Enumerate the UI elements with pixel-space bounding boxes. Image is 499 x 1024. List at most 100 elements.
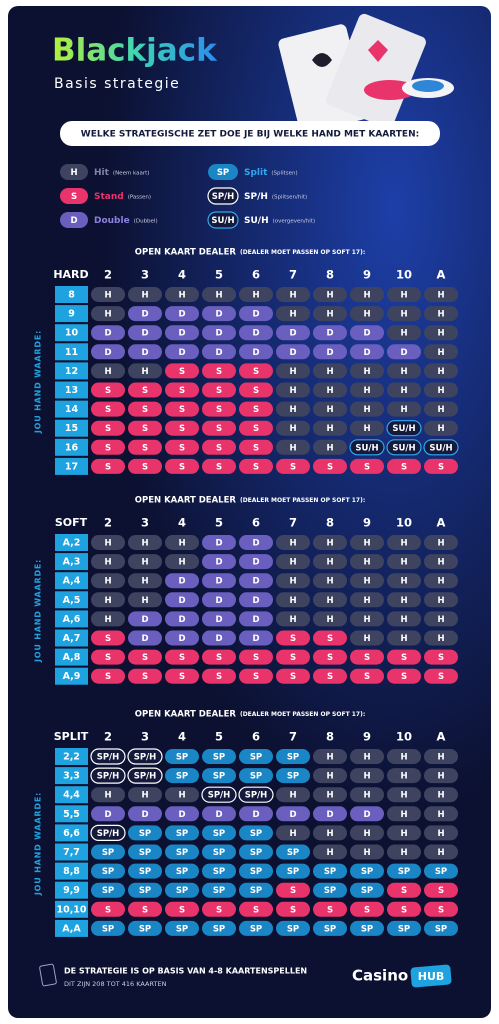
cell: H bbox=[437, 539, 444, 549]
cell-bg bbox=[387, 749, 421, 764]
cell: SP bbox=[176, 924, 188, 934]
cell-bg bbox=[128, 344, 162, 360]
cell: S bbox=[216, 367, 222, 377]
cell: H bbox=[363, 539, 370, 549]
cell: S bbox=[142, 653, 148, 663]
cell: H bbox=[363, 848, 370, 858]
cell: SP bbox=[139, 867, 151, 877]
column-label: 6 bbox=[252, 730, 260, 744]
cell: S bbox=[216, 905, 222, 915]
cell-bg bbox=[91, 573, 125, 589]
cell-bg bbox=[128, 363, 162, 379]
cell-bg bbox=[350, 630, 384, 646]
cell: H bbox=[400, 753, 407, 763]
cell: H bbox=[437, 291, 444, 301]
cell-bg bbox=[313, 668, 347, 684]
cell: H bbox=[400, 310, 407, 320]
column-label: 7 bbox=[289, 516, 297, 530]
cell-bg bbox=[238, 786, 274, 803]
cell: SP/H bbox=[245, 791, 268, 801]
cell: H bbox=[141, 596, 148, 606]
cell-bg bbox=[202, 382, 236, 398]
row-label-bg bbox=[55, 343, 88, 361]
column-label: 8 bbox=[326, 730, 334, 744]
cell: S bbox=[290, 905, 296, 915]
cell: SP bbox=[102, 886, 114, 896]
cell: H bbox=[326, 596, 333, 606]
cell: H bbox=[141, 539, 148, 549]
cell: SP bbox=[213, 848, 225, 858]
row-label: A,4 bbox=[63, 576, 81, 587]
cell: SP bbox=[176, 829, 188, 839]
cell: H bbox=[400, 791, 407, 801]
cell-bg bbox=[276, 344, 310, 360]
cell: H bbox=[178, 539, 185, 549]
cell: H bbox=[363, 291, 370, 301]
cell: SP bbox=[213, 772, 225, 782]
cell-bg bbox=[387, 535, 421, 550]
cell-bg bbox=[165, 363, 199, 379]
cell: S bbox=[253, 367, 259, 377]
cell: H bbox=[326, 791, 333, 801]
cell: S bbox=[438, 672, 444, 682]
cell-bg bbox=[165, 554, 199, 570]
cell-bg bbox=[165, 401, 199, 417]
cell-bg bbox=[387, 611, 421, 627]
cell: H bbox=[437, 829, 444, 839]
cell-bg bbox=[276, 901, 310, 917]
cell-bg bbox=[165, 325, 199, 341]
cell-bg bbox=[128, 649, 162, 665]
cell: SP bbox=[102, 848, 114, 858]
cell: D bbox=[252, 348, 259, 358]
cell: S bbox=[327, 672, 333, 682]
cell: H bbox=[363, 615, 370, 625]
cell-bg bbox=[202, 439, 236, 455]
cell: H bbox=[437, 424, 444, 434]
cell: H bbox=[289, 443, 296, 453]
cell: S bbox=[253, 386, 259, 396]
cell: SP bbox=[287, 848, 299, 858]
cell: SP bbox=[250, 848, 262, 858]
cell: S bbox=[290, 462, 296, 472]
row-label-bg bbox=[55, 438, 88, 456]
legend-note: (Passen) bbox=[128, 195, 151, 201]
row-label-bg bbox=[55, 591, 88, 609]
cell: H bbox=[400, 405, 407, 415]
cell-bg bbox=[276, 611, 310, 627]
cell-bg bbox=[350, 325, 384, 341]
cell-bg bbox=[276, 439, 310, 455]
cell-bg bbox=[424, 344, 458, 360]
cell-bg bbox=[313, 420, 347, 436]
cell: S bbox=[216, 443, 222, 453]
cell: SP bbox=[361, 886, 373, 896]
cell-bg bbox=[387, 325, 421, 341]
legend-code: S bbox=[71, 192, 77, 202]
cell-bg bbox=[202, 306, 236, 322]
row-label-bg bbox=[55, 786, 88, 804]
cell-bg bbox=[128, 535, 162, 550]
cell: SP bbox=[176, 753, 188, 763]
row-label: 15 bbox=[65, 423, 78, 434]
row-label-bg bbox=[55, 286, 88, 303]
cell: H bbox=[104, 615, 111, 625]
cell: H bbox=[400, 367, 407, 377]
cell: S bbox=[290, 672, 296, 682]
dealer-title: OPEN KAART DEALER bbox=[135, 496, 237, 506]
cell-bg bbox=[91, 882, 125, 898]
cell: S bbox=[364, 462, 370, 472]
cell: S bbox=[142, 443, 148, 453]
cell-bg bbox=[128, 825, 162, 841]
cell: S bbox=[105, 424, 111, 434]
cell: SP bbox=[398, 924, 410, 934]
dealer-title: OPEN KAART DEALER bbox=[135, 248, 237, 258]
cell: S bbox=[253, 405, 259, 415]
cell-bg bbox=[276, 325, 310, 341]
row-label: A,2 bbox=[63, 538, 81, 549]
cell-bg bbox=[276, 630, 310, 646]
cell: SP/H bbox=[97, 753, 120, 763]
cell: SP bbox=[250, 867, 262, 877]
cell: H bbox=[104, 577, 111, 587]
cell-bg bbox=[165, 573, 199, 589]
cell: SP bbox=[324, 886, 336, 896]
cell-bg bbox=[313, 825, 347, 841]
